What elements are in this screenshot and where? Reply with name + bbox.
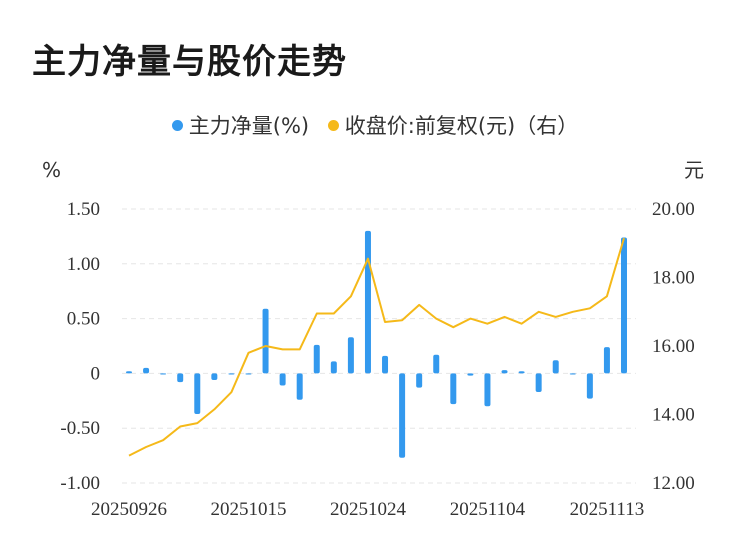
bar-mark — [279, 373, 286, 386]
right-tick-label: 12.00 — [652, 473, 695, 494]
x-tick-label: 20251113 — [570, 499, 645, 520]
bar-mark — [160, 373, 167, 375]
bar-mark — [603, 347, 610, 374]
left-tick-label: 1.50 — [67, 199, 100, 220]
right-tick-label: 16.00 — [652, 336, 695, 357]
grid-lines — [122, 208, 636, 484]
x-tick-label: 20250926 — [91, 499, 167, 520]
chart-title: 主力净量与股价走势 — [32, 42, 347, 82]
bar-mark — [177, 373, 184, 383]
bar-mark — [484, 373, 491, 407]
legend-label-close-price: 收盘价:前复权(元)（右） — [344, 114, 579, 138]
right-tick-label: 20.00 — [652, 199, 695, 220]
left-tick-label: -0.50 — [60, 418, 100, 439]
right-axis-unit: 元 — [684, 158, 704, 182]
bar-mark — [535, 373, 542, 393]
bar-mark — [126, 371, 132, 374]
right-tick-label: 14.00 — [652, 405, 695, 426]
legend-dot-icon — [327, 119, 339, 131]
bar-mark — [586, 373, 593, 399]
left-tick-label: 1.00 — [67, 254, 100, 275]
bar-mark — [245, 373, 252, 375]
bar-mark — [621, 237, 627, 374]
bar-mark — [518, 371, 525, 374]
bar-mark — [296, 373, 303, 400]
right-tick-label: 18.00 — [652, 268, 695, 289]
bar-mark — [194, 373, 201, 414]
bar-mark — [399, 373, 406, 458]
price-line — [128, 237, 625, 457]
left-axis-unit: % — [42, 158, 61, 182]
bar-mark — [433, 354, 440, 374]
bar-mark — [347, 337, 354, 374]
bar-mark — [416, 373, 423, 388]
bar-mark — [569, 373, 576, 375]
left-tick-label: -1.00 — [60, 473, 100, 494]
left-tick-label: 0 — [91, 363, 101, 384]
bar-mark — [313, 344, 320, 374]
line-series — [128, 237, 625, 457]
bar-series — [126, 230, 627, 458]
bar-mark — [382, 355, 389, 374]
bar-mark — [501, 370, 508, 374]
x-tick-label: 20251024 — [330, 499, 407, 520]
bar-mark — [552, 360, 559, 374]
bar-mark — [450, 373, 457, 405]
bar-mark — [262, 308, 269, 374]
bar-mark — [364, 230, 371, 374]
legend-label-net-volume: 主力净量(%) — [188, 114, 310, 138]
x-tick-label: 20251104 — [450, 499, 526, 520]
bar-mark — [228, 373, 235, 375]
axes: 1.50 1.00 0.50 0 -0.50 -1.00 20.00 18.00 16.00 14… — [42, 158, 704, 520]
bar-mark — [143, 367, 150, 374]
x-tick-label: 20251015 — [210, 499, 286, 520]
bar-mark — [467, 373, 474, 376]
legend: 主力净量(%) 收盘价:前复权(元)（右） — [0, 110, 750, 140]
left-tick-label: 0.50 — [67, 309, 100, 330]
legend-item-net-volume[interactable]: 主力净量(%) — [171, 110, 310, 140]
bar-mark — [330, 361, 337, 374]
legend-item-close-price[interactable]: 收盘价:前复权(元)（右） — [327, 110, 579, 140]
bar-mark — [211, 373, 218, 380]
legend-dot-icon — [171, 119, 183, 131]
